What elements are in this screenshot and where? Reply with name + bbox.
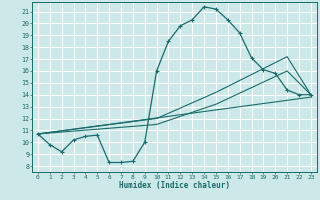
X-axis label: Humidex (Indice chaleur): Humidex (Indice chaleur) (119, 181, 230, 190)
